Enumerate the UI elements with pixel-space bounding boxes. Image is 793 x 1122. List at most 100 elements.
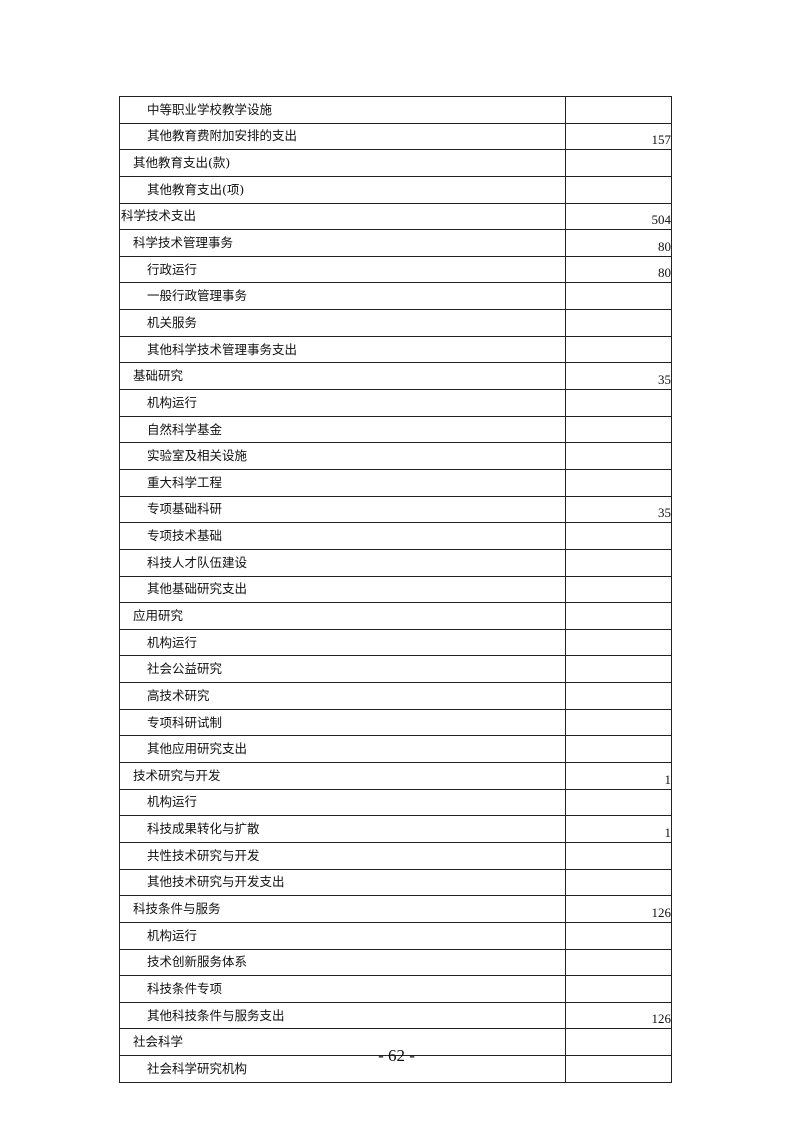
- row-label: 专项技术基础: [119, 522, 566, 550]
- row-label: 技术研究与开发: [119, 762, 566, 790]
- row-value: 1: [565, 762, 672, 790]
- row-value: [565, 548, 672, 577]
- row-value: [565, 389, 672, 417]
- table-row: 共性技术研究与开发: [119, 841, 672, 870]
- row-value: [565, 975, 672, 1003]
- row-label: 机构运行: [119, 389, 566, 417]
- row-label: 实验室及相关设施: [119, 442, 566, 470]
- table-row: 科学技术管理事务 80: [119, 229, 672, 257]
- row-value: [565, 522, 672, 550]
- row-label: 重大科学工程: [119, 468, 566, 497]
- row-label: 科技成果转化与扩散: [119, 815, 566, 843]
- row-value: [565, 948, 672, 977]
- table-row: 重大科学工程: [119, 468, 672, 497]
- row-value: 1: [565, 815, 672, 843]
- row-label: 技术创新服务体系: [119, 948, 566, 977]
- row-value: [565, 282, 672, 311]
- row-label: 机构运行: [119, 788, 566, 817]
- table-row: 中等职业学校教学设施: [119, 96, 672, 124]
- row-label: 中等职业学校教学设施: [119, 96, 566, 124]
- table-row: 专项基础科研 35: [119, 495, 672, 524]
- row-value: [565, 335, 672, 364]
- table-row: 科技条件专项: [119, 975, 672, 1003]
- row-label: 其他教育支出(项): [119, 175, 566, 204]
- row-value: 126: [565, 1001, 672, 1030]
- row-label: 其他技术研究与开发支出: [119, 868, 566, 897]
- row-label: 一般行政管理事务: [119, 282, 566, 311]
- row-label: 应用研究: [119, 602, 566, 630]
- row-value: [565, 1028, 672, 1057]
- row-value: 80: [565, 229, 672, 257]
- row-label: 专项科研试制: [119, 708, 566, 737]
- row-label: 科技人才队伍建设: [119, 548, 566, 577]
- row-value: [565, 149, 672, 177]
- row-value: 35: [565, 362, 672, 391]
- table-row: 科学技术支出 504: [119, 202, 672, 231]
- row-value: [565, 415, 672, 444]
- row-value: [565, 628, 672, 657]
- table-row: 技术研究与开发 1: [119, 762, 672, 790]
- row-label: 其他科学技术管理事务支出: [119, 335, 566, 364]
- table-row: 社会科学研究机构: [119, 1055, 672, 1083]
- table-row: 科技人才队伍建设: [119, 548, 672, 577]
- table-row: 科技成果转化与扩散 1: [119, 815, 672, 843]
- table-row: 科技条件与服务 126: [119, 895, 672, 923]
- table-row: 机构运行: [119, 921, 672, 950]
- table-row: 应用研究: [119, 602, 672, 630]
- row-label: 高技术研究: [119, 682, 566, 710]
- table-row: 社会科学: [119, 1028, 672, 1057]
- row-label: 科学技术支出: [119, 202, 566, 231]
- table-row: 技术创新服务体系: [119, 948, 672, 977]
- row-label: 基础研究: [119, 362, 566, 391]
- row-label: 其他科技条件与服务支出: [119, 1001, 566, 1030]
- row-value: 157: [565, 122, 672, 151]
- row-label: 社会公益研究: [119, 655, 566, 684]
- row-label: 科技条件专项: [119, 975, 566, 1003]
- row-value: [565, 682, 672, 710]
- row-value: [565, 96, 672, 124]
- row-label: 自然科学基金: [119, 415, 566, 444]
- table-row: 高技术研究: [119, 682, 672, 710]
- row-label: 专项基础科研: [119, 495, 566, 524]
- row-label: 机构运行: [119, 628, 566, 657]
- row-label: 行政运行: [119, 255, 566, 284]
- row-value: [565, 868, 672, 897]
- table-row: 行政运行 80: [119, 255, 672, 284]
- row-label: 共性技术研究与开发: [119, 841, 566, 870]
- table-row: 实验室及相关设施: [119, 442, 672, 470]
- row-label: 其他基础研究支出: [119, 575, 566, 604]
- table-row: 机构运行: [119, 389, 672, 417]
- table-row: 社会公益研究: [119, 655, 672, 684]
- row-value: [565, 841, 672, 870]
- row-value: [565, 735, 672, 764]
- table-row: 一般行政管理事务: [119, 282, 672, 311]
- row-value: [565, 309, 672, 337]
- row-label: 社会科学: [119, 1028, 566, 1057]
- table-row: 机构运行: [119, 788, 672, 817]
- table-row: 其他教育支出(项): [119, 175, 672, 204]
- row-label: 科技条件与服务: [119, 895, 566, 923]
- table-row: 专项科研试制: [119, 708, 672, 737]
- row-value: [565, 788, 672, 817]
- row-value: 126: [565, 895, 672, 923]
- row-label: 其他教育费附加安排的支出: [119, 122, 566, 151]
- table-row: 自然科学基金: [119, 415, 672, 444]
- row-value: 35: [565, 495, 672, 524]
- table-row: 其他教育支出(款): [119, 149, 672, 177]
- row-value: 80: [565, 255, 672, 284]
- row-value: [565, 655, 672, 684]
- table-row: 其他科技条件与服务支出 126: [119, 1001, 672, 1030]
- row-label: 社会科学研究机构: [119, 1055, 566, 1083]
- row-label: 其他应用研究支出: [119, 735, 566, 764]
- row-value: [565, 1055, 672, 1083]
- table-row: 机构运行: [119, 628, 672, 657]
- table-row: 机关服务: [119, 309, 672, 337]
- row-label: 其他教育支出(款): [119, 149, 566, 177]
- row-value: [565, 175, 672, 204]
- page-number: - 62 -: [378, 1046, 415, 1065]
- row-value: [565, 468, 672, 497]
- row-label: 机构运行: [119, 921, 566, 950]
- table-row: 其他技术研究与开发支出: [119, 868, 672, 897]
- table-row: 专项技术基础: [119, 522, 672, 550]
- row-value: [565, 921, 672, 950]
